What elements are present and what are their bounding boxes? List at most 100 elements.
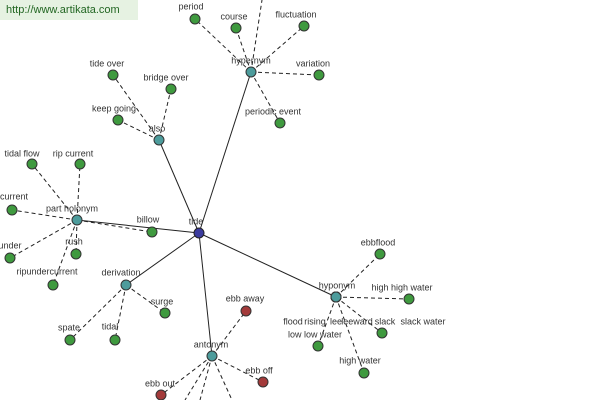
term-label: period [178, 1, 203, 11]
term-label: under [0, 240, 22, 250]
term-node [74, 158, 86, 170]
term-label: slack [375, 316, 396, 326]
term-label: lee [330, 316, 342, 326]
edge-dashed [114, 284, 127, 341]
term-label: surge [151, 296, 174, 306]
term-node [47, 279, 59, 291]
edge-dashed [11, 209, 78, 221]
edge-dashed [335, 296, 410, 300]
edge-dashed [317, 296, 337, 347]
edge-dashed [75, 219, 78, 255]
term-label: high water [339, 355, 381, 365]
term-label: current [0, 191, 29, 201]
term-label: leeward [341, 316, 373, 326]
term-label: spate [58, 322, 80, 332]
term-label: fluctuation [275, 9, 316, 19]
edge-dashed [250, 71, 281, 124]
term-node [159, 307, 171, 319]
term-label: ebb off [245, 365, 273, 375]
edge-dashed [160, 355, 213, 396]
term-node [298, 20, 310, 32]
edge-stub [184, 355, 213, 400]
term-node [146, 226, 158, 238]
edge-dashed [335, 296, 383, 334]
relation-node [153, 134, 165, 146]
term-label: high high water [371, 282, 432, 292]
relation-node [206, 350, 218, 362]
term-node [403, 293, 415, 305]
term-label: course [220, 11, 247, 21]
edge-dashed [69, 284, 127, 341]
term-label: tidal [102, 321, 119, 331]
term-label: ripundercurrent [16, 266, 78, 276]
term-node [112, 114, 124, 126]
term-label: rip current [53, 148, 94, 158]
term-node [274, 117, 286, 129]
term-node [257, 376, 269, 388]
edge-dashed [211, 355, 264, 383]
edge-dashed [335, 253, 381, 298]
term-node [26, 158, 38, 170]
edge-stub [250, 0, 263, 73]
edge-dashed [125, 284, 166, 314]
term-node [155, 389, 167, 400]
edge-dashed [158, 88, 172, 141]
term-label: rising [304, 316, 326, 326]
term-node [189, 13, 201, 25]
edge-dashed [211, 310, 247, 357]
relation-label: part holonym [46, 203, 98, 213]
relation-label: also [149, 123, 166, 133]
term-node [230, 22, 242, 34]
edge [125, 232, 200, 286]
term-node [376, 327, 388, 339]
relation-label: hyponym [319, 280, 356, 290]
edge-dashed [250, 25, 305, 73]
term-label: rush [65, 236, 83, 246]
edge [198, 71, 252, 234]
term-node [374, 248, 386, 260]
edge-dashed [31, 163, 78, 221]
relation-node [71, 214, 83, 226]
edge-dashed [112, 74, 160, 141]
term-label: ebbflood [361, 237, 396, 247]
term-node [107, 69, 119, 81]
term-node [4, 252, 16, 264]
edge-dashed [52, 219, 78, 286]
edge [198, 232, 213, 357]
term-label: flood [283, 316, 303, 326]
term-node [109, 334, 121, 346]
term-node [240, 305, 252, 317]
term-node [6, 204, 18, 216]
term-node [70, 248, 82, 260]
relation-node [245, 66, 257, 78]
edge-dashed [9, 219, 78, 259]
center-node [193, 227, 205, 239]
term-node [312, 340, 324, 352]
term-label: bridge over [143, 72, 188, 82]
center-label: tide [189, 216, 204, 226]
edge [158, 139, 200, 234]
term-label: keep going [92, 103, 136, 113]
site-link[interactable]: http://www.artikata.com [0, 0, 138, 20]
relation-node [330, 291, 342, 303]
term-label: ebb out [145, 378, 176, 388]
relation-label: derivation [101, 267, 140, 277]
term-label: slack water [400, 316, 445, 326]
term-label: ebb away [226, 293, 265, 303]
term-label: billow [137, 214, 160, 224]
relation-node [120, 279, 132, 291]
edge-dashed [76, 219, 153, 233]
edge [76, 219, 200, 234]
term-label: periodic event [245, 106, 302, 116]
relation-label: hypernym [231, 55, 271, 65]
edge-dashed [194, 18, 252, 73]
term-label: tidal flow [4, 148, 40, 158]
term-node [358, 367, 370, 379]
edge-dashed [235, 27, 252, 73]
edge-dashed [250, 71, 320, 76]
relation-label: antonym [194, 339, 229, 349]
term-label: variation [296, 58, 330, 68]
edge-dashed [76, 163, 81, 221]
